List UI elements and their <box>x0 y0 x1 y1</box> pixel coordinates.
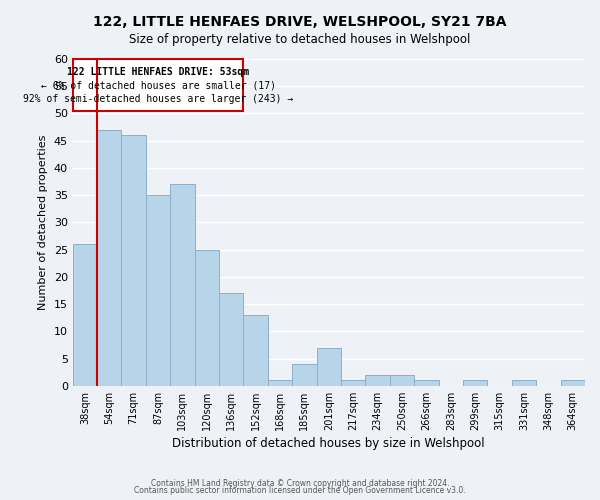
Bar <box>121 136 146 386</box>
Bar <box>146 195 170 386</box>
Text: 122 LITTLE HENFAES DRIVE: 53sqm: 122 LITTLE HENFAES DRIVE: 53sqm <box>67 67 249 77</box>
Text: 122, LITTLE HENFAES DRIVE, WELSHPOOL, SY21 7BA: 122, LITTLE HENFAES DRIVE, WELSHPOOL, SY… <box>93 15 507 29</box>
Text: Size of property relative to detached houses in Welshpool: Size of property relative to detached ho… <box>130 32 470 46</box>
Bar <box>73 244 97 386</box>
X-axis label: Distribution of detached houses by size in Welshpool: Distribution of detached houses by size … <box>173 437 485 450</box>
Bar <box>463 380 487 386</box>
Bar <box>292 364 317 386</box>
FancyBboxPatch shape <box>73 59 244 110</box>
Bar <box>170 184 194 386</box>
Bar <box>341 380 365 386</box>
Bar <box>317 348 341 386</box>
Bar <box>219 293 244 386</box>
Y-axis label: Number of detached properties: Number of detached properties <box>38 134 48 310</box>
Bar <box>194 250 219 386</box>
Bar <box>268 380 292 386</box>
Bar <box>560 380 585 386</box>
Text: 92% of semi-detached houses are larger (243) →: 92% of semi-detached houses are larger (… <box>23 94 293 104</box>
Text: Contains HM Land Registry data © Crown copyright and database right 2024.: Contains HM Land Registry data © Crown c… <box>151 478 449 488</box>
Text: ← 6% of detached houses are smaller (17): ← 6% of detached houses are smaller (17) <box>41 81 275 91</box>
Bar <box>512 380 536 386</box>
Bar <box>414 380 439 386</box>
Bar <box>365 375 390 386</box>
Bar <box>390 375 414 386</box>
Bar <box>244 315 268 386</box>
Text: Contains public sector information licensed under the Open Government Licence v3: Contains public sector information licen… <box>134 486 466 495</box>
Bar <box>97 130 121 386</box>
